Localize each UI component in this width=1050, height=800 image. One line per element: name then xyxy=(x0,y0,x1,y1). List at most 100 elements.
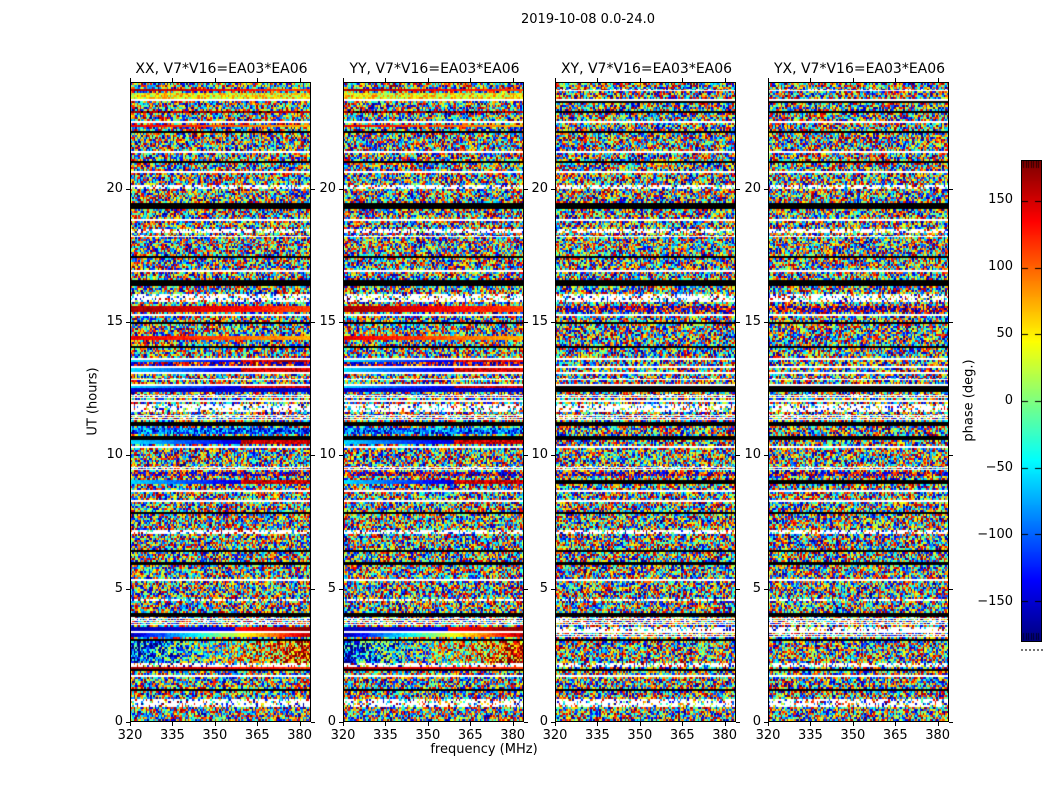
x-tick-mark-top xyxy=(214,78,216,82)
x-tick-mark-top xyxy=(682,78,684,82)
x-tick-label: 365 xyxy=(457,728,483,743)
y-tick-label: 0 xyxy=(327,714,336,729)
y-axis-label: UT (hours) xyxy=(85,367,101,436)
y-tick-mark-right xyxy=(736,322,740,323)
x-tick-mark xyxy=(937,722,939,726)
y-tick-mark-right xyxy=(311,722,315,723)
heatmap-panel-yx: YX, V7*V16=EA03*EA06 xyxy=(768,61,949,722)
x-tick-mark xyxy=(682,722,684,726)
y-tick-label: 15 xyxy=(319,314,336,329)
x-tick-label: 350 xyxy=(627,728,653,743)
y-tick-mark-right xyxy=(524,588,528,590)
x-tick-mark xyxy=(639,722,641,726)
heatmap-canvas-xy xyxy=(556,83,735,721)
y-tick-mark xyxy=(339,322,343,323)
x-tick-label: 350 xyxy=(840,728,866,743)
x-tick-mark-top xyxy=(852,78,854,82)
x-tick-mark-top xyxy=(172,78,174,82)
x-tick-mark xyxy=(768,722,769,726)
x-tick-mark-top xyxy=(639,78,641,82)
y-tick-mark-right xyxy=(736,188,740,190)
x-axis-label: frequency (MHz) xyxy=(430,742,538,757)
y-tick-mark-right xyxy=(311,188,315,190)
x-tick-mark xyxy=(810,722,812,726)
x-tick-label: 350 xyxy=(415,728,441,743)
x-tick-mark-top xyxy=(427,78,429,82)
y-tick-mark-right xyxy=(524,722,528,723)
y-tick-mark xyxy=(126,322,130,323)
colorbar-tick-label: 100 xyxy=(988,259,1013,275)
y-tick-label: 5 xyxy=(114,580,123,596)
colorbar-dotted-edge xyxy=(1021,649,1043,651)
x-tick-label: 320 xyxy=(755,728,781,743)
y-tick-label: 20 xyxy=(319,180,336,196)
heatmap-panel-yy: YY, V7*V16=EA03*EA06 xyxy=(343,61,524,722)
x-tick-mark xyxy=(597,722,599,726)
y-tick-label: 5 xyxy=(752,580,761,596)
x-tick-mark xyxy=(852,722,854,726)
y-tick-mark-right xyxy=(949,322,953,323)
x-tick-mark-top xyxy=(768,78,769,82)
x-tick-mark xyxy=(427,722,429,726)
x-tick-label: 380 xyxy=(925,728,951,743)
x-tick-label: 380 xyxy=(500,728,526,743)
y-tick-label: 20 xyxy=(106,180,123,196)
y-tick-label: 20 xyxy=(531,180,548,196)
x-tick-mark-top xyxy=(597,78,599,82)
figure-title: 2019-10-08 0.0-24.0 xyxy=(521,12,655,27)
x-tick-label: 365 xyxy=(882,728,908,743)
x-tick-label: 365 xyxy=(669,728,695,743)
colorbar xyxy=(1021,160,1042,642)
x-tick-label: 335 xyxy=(373,728,398,743)
y-tick-mark xyxy=(339,588,343,590)
y-tick-mark xyxy=(126,722,130,723)
y-tick-label: 10 xyxy=(106,447,123,463)
x-tick-label: 320 xyxy=(542,728,568,743)
y-tick-label: 20 xyxy=(744,180,761,196)
y-tick-mark xyxy=(339,455,343,457)
colorbar-tick-label: 50 xyxy=(996,326,1013,342)
colorbar-tick-label: 0 xyxy=(1004,393,1013,408)
x-tick-mark xyxy=(172,722,174,726)
x-tick-label: 380 xyxy=(287,728,313,743)
x-tick-label: 350 xyxy=(202,728,228,743)
x-tick-label: 335 xyxy=(585,728,610,743)
y-tick-mark xyxy=(126,188,130,190)
colorbar-tick-label: −100 xyxy=(977,526,1013,542)
y-tick-label: 10 xyxy=(319,447,336,463)
y-tick-label: 5 xyxy=(327,580,336,596)
y-tick-mark-right xyxy=(949,722,953,723)
x-tick-mark-top xyxy=(555,78,556,82)
y-tick-mark xyxy=(764,455,768,457)
y-tick-mark xyxy=(339,188,343,190)
x-tick-label: 365 xyxy=(244,728,270,743)
x-tick-label: 335 xyxy=(160,728,185,743)
heatmap-panel-xy: XY, V7*V16=EA03*EA06 xyxy=(555,61,736,722)
x-tick-mark-top xyxy=(937,78,939,82)
heatmap-panel-xx: XX, V7*V16=EA03*EA06 xyxy=(130,61,311,722)
y-tick-label: 15 xyxy=(106,314,123,329)
y-tick-mark-right xyxy=(311,322,315,323)
panel-title-yx: YX, V7*V16=EA03*EA06 xyxy=(773,61,946,77)
y-tick-label: 5 xyxy=(539,580,548,596)
x-tick-label: 320 xyxy=(117,728,143,743)
y-tick-mark xyxy=(764,588,768,590)
panel-title-xx: XX, V7*V16=EA03*EA06 xyxy=(135,61,308,77)
x-tick-mark-top xyxy=(512,78,514,82)
x-tick-mark xyxy=(214,722,216,726)
y-tick-mark-right xyxy=(311,588,315,590)
x-tick-mark-top xyxy=(895,78,897,82)
y-tick-mark-right xyxy=(949,188,953,190)
y-tick-label: 0 xyxy=(752,714,761,729)
y-tick-mark xyxy=(551,188,555,190)
x-tick-mark xyxy=(385,722,387,726)
x-tick-mark-top xyxy=(257,78,259,82)
colorbar-tick-label: −150 xyxy=(977,593,1013,609)
y-tick-label: 0 xyxy=(114,714,123,729)
x-tick-label: 335 xyxy=(798,728,823,743)
colorbar-tick-label: −50 xyxy=(985,459,1013,475)
y-tick-mark-right xyxy=(524,322,528,323)
y-tick-mark-right xyxy=(736,455,740,457)
y-tick-label: 10 xyxy=(744,447,761,463)
